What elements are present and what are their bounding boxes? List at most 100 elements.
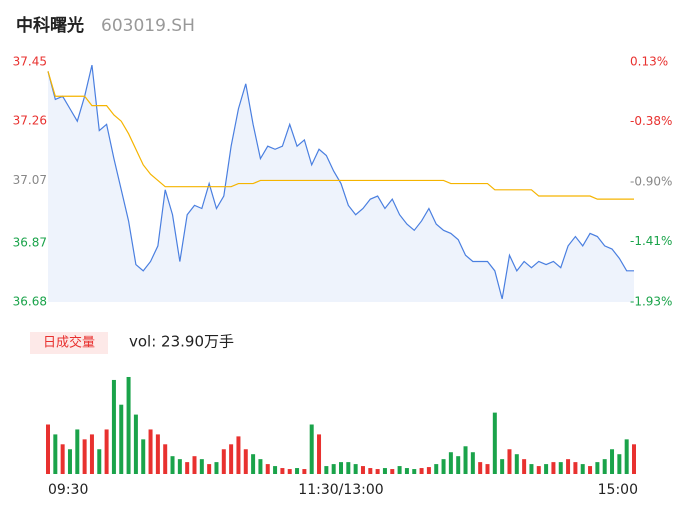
volume-bar [126, 376, 131, 474]
y2-tick-label: -0.38% [630, 114, 672, 128]
volume-bar [243, 449, 248, 474]
volume-bar [82, 439, 87, 474]
volume-bar [163, 444, 168, 474]
volume-bar [229, 444, 234, 474]
volume-bar [368, 468, 373, 474]
volume-bar [141, 439, 146, 474]
volume-bar [119, 404, 124, 474]
stock-name: 中科曙光 [16, 15, 84, 36]
average-line [47, 71, 634, 200]
y-tick-label: 36.68 [13, 295, 47, 309]
volume-bar [595, 462, 600, 474]
y2-tick-label: -0.90% [630, 175, 672, 189]
volume-bar [456, 456, 461, 474]
volume-bar [485, 464, 490, 474]
volume-bar [470, 452, 475, 474]
volume-bar [46, 424, 50, 474]
volume-bar [192, 456, 197, 474]
volume-bar [295, 468, 300, 474]
volume-bar [580, 464, 585, 474]
volume-bar [382, 468, 387, 474]
x-tick-label: 11:30/13:00 [298, 482, 383, 498]
volume-bar [221, 449, 226, 474]
volume-bar [199, 459, 204, 474]
volume-badge: 日成交量 [43, 335, 95, 351]
volume-bar [441, 459, 446, 474]
volume-bar [60, 444, 65, 474]
volume-bar [536, 466, 541, 474]
y2-tick-label: 0.13% [630, 55, 668, 69]
volume-bar [177, 459, 182, 474]
volume-bar [287, 469, 292, 474]
volume-bar [280, 468, 285, 474]
volume-bar [309, 424, 314, 474]
volume-bar [544, 464, 549, 474]
volume-bar [170, 456, 175, 474]
volume-bar [500, 459, 505, 474]
y2-tick-label: -1.93% [630, 295, 672, 309]
volume-bar [185, 462, 190, 474]
volume-bar [324, 466, 329, 474]
volume-bar [148, 429, 153, 474]
volume-bar [434, 464, 439, 474]
y2-tick-label: -1.41% [630, 234, 672, 248]
volume-bar [514, 454, 519, 474]
y-tick-label: 37.45 [13, 55, 47, 69]
volume-label: vol: 23.90万手 [129, 333, 234, 351]
volume-bar [111, 379, 116, 474]
volume-bar [375, 469, 380, 474]
volume-bar [331, 464, 336, 474]
volume-bar [624, 439, 629, 474]
volume-bar [53, 434, 58, 474]
volume-bar [617, 454, 622, 474]
volume-bar [67, 449, 72, 474]
volume-bar [426, 467, 431, 474]
badge-bg [30, 332, 108, 354]
volume-bar [404, 468, 409, 474]
x-tick-label: 09:30 [48, 482, 88, 498]
volume-bar [75, 429, 80, 474]
volume-bar [529, 464, 534, 474]
x-tick-label: 15:00 [598, 482, 638, 498]
volume-bar [566, 459, 571, 474]
volume-bar [522, 459, 527, 474]
y-tick-label: 37.26 [13, 114, 47, 128]
volume-bar [632, 444, 636, 474]
volume-bar [104, 429, 109, 474]
volume-bar [419, 468, 424, 474]
volume-bar [360, 466, 365, 474]
volume-bar [97, 449, 102, 474]
y-tick-label: 36.87 [13, 235, 47, 249]
volume-bar [573, 462, 578, 474]
stock-code: 603019.SH [101, 16, 195, 36]
volume-bar [390, 469, 395, 474]
volume-bar [258, 459, 263, 474]
volume-bar [397, 466, 402, 474]
volume-bar [236, 436, 241, 474]
volume-bar [558, 462, 563, 474]
volume-bar [265, 464, 270, 474]
volume-bar [551, 462, 556, 474]
volume-bar [346, 462, 351, 474]
y-tick-label: 37.07 [13, 173, 47, 187]
volume-bar [317, 434, 322, 474]
volume-bar [353, 464, 358, 474]
volume-bar [155, 434, 160, 474]
volume-bar [602, 459, 607, 474]
price-line [47, 64, 634, 300]
volume-bar [273, 466, 278, 474]
volume-bar [463, 446, 468, 474]
volume-bar [133, 414, 138, 474]
volume-bar [507, 449, 512, 474]
volume-bar [412, 469, 417, 474]
volume-bar [492, 412, 497, 474]
volume-bar [214, 462, 219, 474]
volume-bar [610, 449, 615, 474]
volume-bar [339, 462, 343, 474]
volume-bar [478, 462, 483, 474]
volume-bar [251, 454, 256, 474]
volume-bar [302, 469, 307, 474]
volume-bar [448, 452, 453, 474]
volume-bar [588, 466, 593, 474]
